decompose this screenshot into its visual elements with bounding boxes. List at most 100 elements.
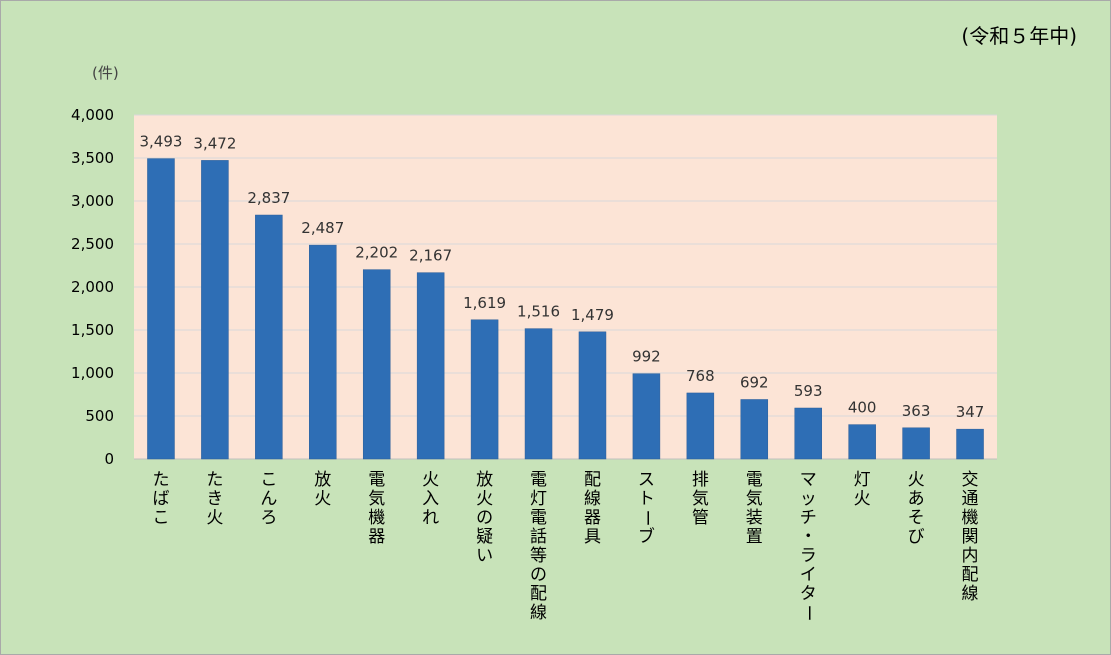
value-label: 2,202 (355, 244, 398, 262)
category-label-char: 火 (422, 470, 439, 490)
category-label-char: チ (800, 508, 817, 528)
category-label-char: 疑 (476, 527, 493, 547)
bar (632, 373, 661, 460)
category-label-char: 機 (368, 508, 385, 528)
y-unit-label: (件) (92, 64, 119, 82)
category-label-char: 器 (584, 508, 601, 528)
category-label-char: ・ (800, 527, 817, 547)
category-label-char: 火 (908, 470, 925, 490)
category-label-char: ス (638, 470, 655, 490)
category-label-char: ば (152, 489, 169, 509)
y-tick-label: 2,000 (71, 278, 114, 296)
bar (524, 328, 553, 460)
value-label: 2,487 (301, 219, 344, 237)
category-labels: たばこたき火こんろ放火電気機器火入れ放火の疑い電灯電話等の配線配線器具ストーブ排… (152, 470, 978, 623)
category-label-char: こ (152, 508, 169, 528)
category-label-char: 等 (530, 546, 547, 566)
bar (902, 427, 930, 460)
y-axis-ticks: 0 500 1,000 1,500 2,000 2,500 3,000 3,500 4,000 (71, 106, 114, 468)
category-label-char: 気 (746, 489, 763, 509)
category-label-char: 気 (692, 489, 709, 509)
category-label-char: の (476, 508, 493, 528)
y-tick-label: 1,500 (71, 321, 114, 339)
category-label-char: い (476, 546, 493, 566)
value-label: 1,479 (571, 306, 614, 324)
value-label: 992 (632, 348, 661, 366)
category-label-char: こ (260, 470, 277, 490)
category-label-char: 火 (314, 489, 331, 509)
category-label-char: 火 (476, 489, 493, 509)
category-label-char: 配 (530, 584, 547, 604)
category-label-char: 灯 (854, 470, 871, 490)
category-label-char: 交 (962, 470, 979, 490)
value-label: 3,493 (139, 133, 182, 151)
category-label-char: 関 (962, 527, 979, 547)
category-label-char: 火 (854, 489, 871, 509)
category-label-char: 電 (746, 470, 763, 490)
category-label-char: 線 (962, 584, 979, 604)
category-label: 灯火 (854, 470, 871, 509)
category-label-char: き (206, 489, 223, 509)
value-label: 400 (848, 399, 877, 417)
y-tick-label: 0 (104, 450, 114, 468)
category-label-char: 放 (476, 470, 493, 490)
category-label-char: 火 (206, 508, 223, 528)
value-label: 692 (740, 373, 769, 391)
category-label: 排気管 (692, 470, 709, 528)
category-label-char: 灯 (530, 489, 547, 509)
category-label-char: ブ (638, 526, 655, 547)
category-label-char: あ (908, 489, 925, 509)
category-label-char: そ (908, 508, 925, 528)
bar (255, 214, 283, 460)
category-label-char: 置 (746, 527, 763, 547)
category-label-char: 器 (368, 527, 385, 547)
bar (956, 428, 984, 460)
category-label: 放火 (314, 470, 331, 509)
category-label-char: マ (800, 470, 817, 490)
category-label-char: ー (636, 510, 656, 527)
category-label-char: タ (800, 584, 817, 604)
category-label-char: 排 (692, 470, 709, 490)
category-label-char: れ (422, 508, 439, 528)
category-label-char: び (908, 527, 925, 547)
value-label: 2,837 (247, 189, 290, 207)
y-tick-label: 4,000 (71, 106, 114, 124)
category-label-char: ろ (260, 508, 277, 528)
category-label-char: 線 (530, 603, 547, 623)
y-tick-label: 3,000 (71, 192, 114, 210)
category-label-char: 具 (584, 527, 601, 547)
bar (848, 424, 876, 460)
category-label-char: ー (798, 605, 818, 622)
category-label-char: 気 (368, 489, 385, 509)
value-label: 1,516 (517, 303, 560, 321)
category-label-char: 配 (962, 565, 979, 585)
bar (147, 158, 175, 460)
bar (201, 160, 229, 460)
category-label-char: 装 (746, 508, 763, 528)
value-label: 1,619 (463, 294, 506, 312)
category-label-char: 内 (962, 546, 979, 566)
bar (578, 331, 607, 460)
category-label-char: 電 (530, 470, 547, 490)
category-label-char: ん (260, 489, 277, 509)
value-label: 3,472 (193, 134, 236, 152)
category-label: たばこ (152, 470, 169, 528)
value-label: 593 (794, 382, 823, 400)
bar (686, 392, 715, 460)
category-label: こんろ (260, 470, 277, 528)
period-label: (令和５年中) (961, 24, 1077, 48)
category-label-char: 配 (584, 470, 601, 490)
category-label-char: 話 (530, 527, 547, 547)
category-label-char: た (152, 470, 169, 490)
category-label-char: 通 (962, 489, 979, 509)
category-label-char: ラ (800, 546, 817, 566)
bar (362, 269, 391, 460)
